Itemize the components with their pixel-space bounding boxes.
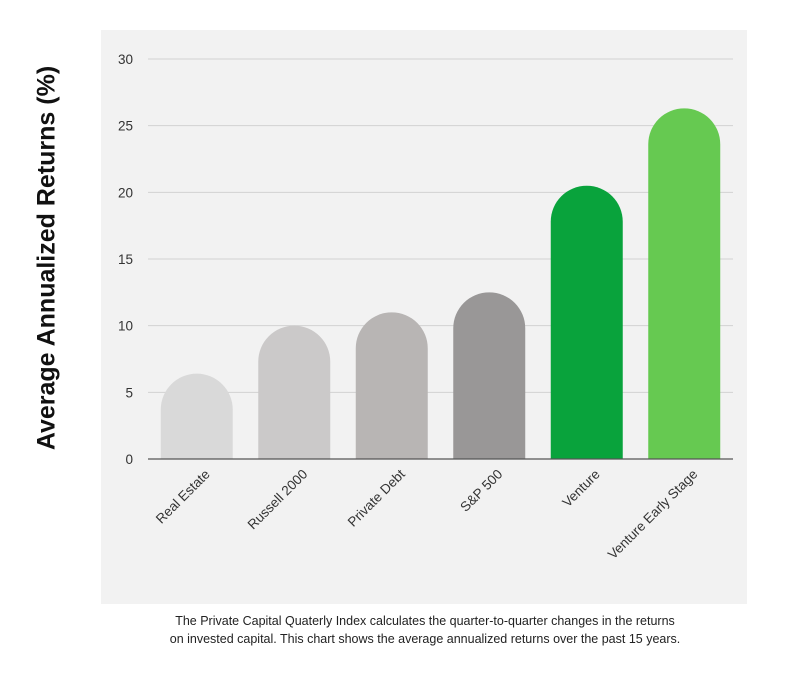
x-tick-label: Private Debt	[345, 466, 408, 529]
y-tick-label: 0	[125, 452, 133, 467]
y-tick-label: 5	[125, 385, 133, 400]
bar	[160, 373, 233, 459]
bar	[355, 312, 428, 459]
y-tick-label: 20	[118, 185, 133, 200]
bar	[453, 292, 526, 459]
y-tick-label: 10	[118, 319, 133, 334]
x-tick-label: Venture	[559, 467, 603, 511]
y-tick-label: 25	[118, 119, 133, 134]
x-tick-label: Russell 2000	[245, 467, 311, 533]
y-tick-label: 15	[118, 252, 133, 267]
x-tick-label: Venture Early Stage	[605, 467, 701, 563]
chart-caption: The Private Capital Quaterly Index calcu…	[80, 612, 770, 648]
x-tick-label: Real Estate	[153, 467, 213, 527]
bar	[648, 108, 721, 460]
caption-line-2: on invested capital. This chart shows th…	[169, 632, 681, 646]
y-tick-label: 30	[118, 52, 133, 67]
x-tick-label: S&P 500	[457, 467, 505, 515]
caption-line-1: The Private Capital Quaterly Index calcu…	[175, 614, 675, 628]
bar	[550, 185, 623, 459]
bar	[258, 325, 331, 459]
